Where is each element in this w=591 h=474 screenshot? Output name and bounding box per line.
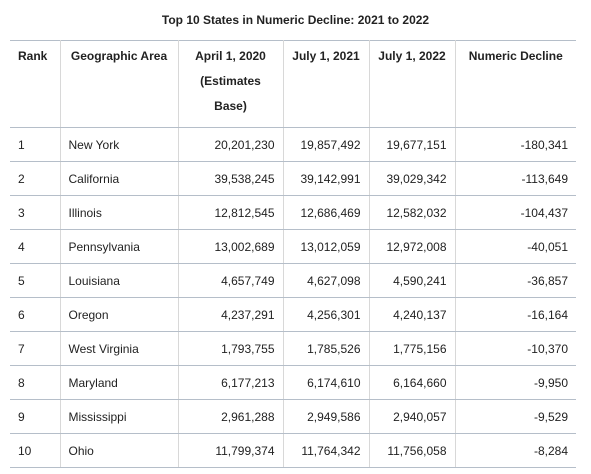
table-cell: Louisiana <box>59 263 179 298</box>
table-cell: 4 <box>10 229 61 264</box>
table-row: 9 Mississippi 2,961,288 2,949,586 2,940,057-… <box>10 399 576 434</box>
table-cell: 4,590,241 <box>368 263 456 298</box>
table-row: 10 Ohio 11,799,374 11,764,342 11,756,058 -8,2… <box>10 433 576 468</box>
table-row: 4 Pennsylvania 13,002,689 13,012,059 12,972,… <box>10 229 576 264</box>
table-row: 1 New York 20,201,230 19,857,492 19,677,151-… <box>10 127 576 162</box>
header-row: Rank Geographic Area April 1, 2020 (Estima… <box>10 40 576 128</box>
table-cell: 11,756,058 <box>368 433 456 468</box>
table-cell: 3 <box>10 195 61 230</box>
table-cell: 4,627,098 <box>282 263 370 298</box>
table-cell: 6,164,660 <box>368 365 456 400</box>
table-cell: 11,799,374 <box>177 433 284 468</box>
table-cell: 2,961,288 <box>177 399 284 434</box>
table-cell: 1,785,526 <box>282 331 370 366</box>
data-table: Rank Geographic Area April 1, 2020 (Estima… <box>10 40 576 468</box>
column-header: July 1, 2021 <box>282 40 370 128</box>
table-cell: Ohio <box>59 433 179 468</box>
table-cell: 39,029,342 <box>368 161 456 196</box>
table-cell: 2 <box>10 161 61 196</box>
table-cell: Mississippi <box>59 399 179 434</box>
table-cell: 1 <box>10 127 61 162</box>
table-cell: 11,764,342 <box>282 433 370 468</box>
table-cell: 6,177,213 <box>177 365 284 400</box>
table-row: 5 Louisiana 4,657,749 4,627,098 4,590,241 -36… <box>10 263 576 298</box>
table-cell: 7 <box>10 331 61 366</box>
table-cell: 4,657,749 <box>177 263 284 298</box>
table-title: Top 10 States in Numeric Decline: 2021 t… <box>161 13 430 27</box>
table-row: 7 West Virginia 1,793,755 1,785,526 1,775,15… <box>10 331 576 366</box>
table-row: 3 Illinois 12,812,545 12,686,469 12,582,032-… <box>10 195 576 230</box>
table-cell: 8 <box>10 365 61 400</box>
table-cell: 5 <box>10 263 61 298</box>
table-row: 8 Maryland 6,177,213 6,174,610 6,164,660 -9,9… <box>10 365 576 400</box>
table-cell: West Virginia <box>59 331 179 366</box>
column-header: April 1, 2020 (Estimates Base) <box>177 40 284 128</box>
table-cell: -9,950 <box>454 365 576 400</box>
table-cell: -36,857 <box>454 263 576 298</box>
table-cell: 6,174,610 <box>282 365 370 400</box>
table-cell: 12,686,469 <box>282 195 370 230</box>
table-cell: 9 <box>10 399 61 434</box>
table-cell: -8,284 <box>454 433 576 468</box>
table-cell: 1,793,755 <box>177 331 284 366</box>
table-cell: Illinois <box>59 195 179 230</box>
column-header: Numeric Decline <box>454 40 576 128</box>
table-cell: -104,437 <box>454 195 576 230</box>
table-cell: 2,949,586 <box>282 399 370 434</box>
table-cell: 13,012,059 <box>282 229 370 264</box>
table-cell: 19,857,492 <box>282 127 370 162</box>
table-cell: 39,538,245 <box>177 161 284 196</box>
table-cell: -16,164 <box>454 297 576 332</box>
column-header: Geographic Area <box>59 40 179 128</box>
table-cell: Oregon <box>59 297 179 332</box>
table-cell: 12,972,008 <box>368 229 456 264</box>
table-cell: New York <box>59 127 179 162</box>
table-cell: 4,240,137 <box>368 297 456 332</box>
table-cell: -180,341 <box>454 127 576 162</box>
table-cell: -40,051 <box>454 229 576 264</box>
table-cell: -113,649 <box>454 161 576 196</box>
table-cell: 19,677,151 <box>368 127 456 162</box>
table-cell: Pennsylvania <box>59 229 179 264</box>
table-cell: 10 <box>10 433 61 468</box>
table-cell: 2,940,057 <box>368 399 456 434</box>
table-cell: California <box>59 161 179 196</box>
column-header: July 1, 2022 <box>368 40 456 128</box>
table-body: 1 New York 20,201,230 19,857,492 19,677,151-… <box>10 127 576 468</box>
table-cell: 4,256,301 <box>282 297 370 332</box>
table-row: 6 Oregon 4,237,291 4,256,301 4,240,137 -16,16… <box>10 297 576 332</box>
table-cell: 6 <box>10 297 61 332</box>
column-header: Rank <box>10 40 61 128</box>
table-cell: 12,582,032 <box>368 195 456 230</box>
table-cell: -9,529 <box>454 399 576 434</box>
table-cell: 20,201,230 <box>177 127 284 162</box>
table-cell: 13,002,689 <box>177 229 284 264</box>
table-cell: 12,812,545 <box>177 195 284 230</box>
table-cell: Maryland <box>59 365 179 400</box>
table-cell: 4,237,291 <box>177 297 284 332</box>
table-cell: 39,142,991 <box>282 161 370 196</box>
table-cell: -10,370 <box>454 331 576 366</box>
table-cell: 1,775,156 <box>368 331 456 366</box>
table-row: 2 California 39,538,245 39,142,991 39,029,34… <box>10 161 576 196</box>
